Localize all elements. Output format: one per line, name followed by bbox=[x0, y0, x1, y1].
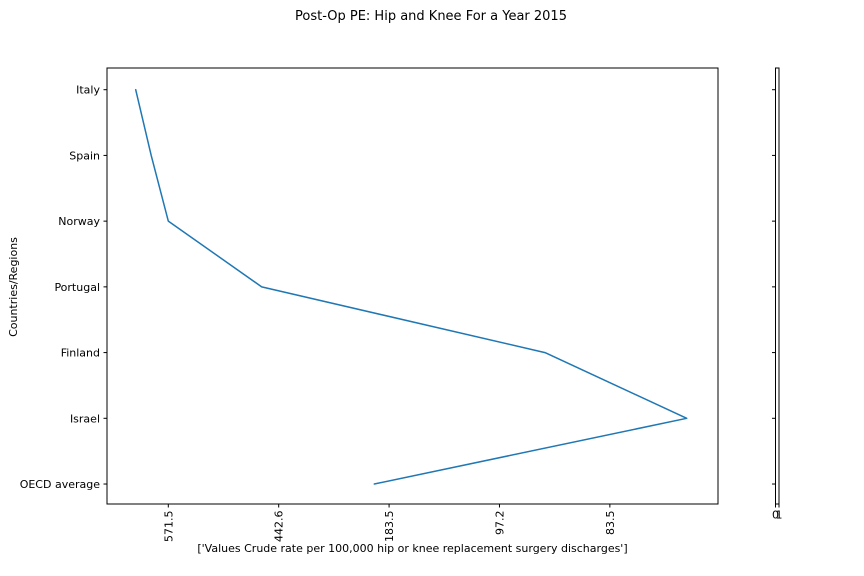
y-tick-label: Portugal bbox=[54, 281, 100, 294]
x-tick-label: 83.5 bbox=[604, 511, 617, 536]
y-tick-label: Spain bbox=[69, 149, 100, 162]
y-tick-label: OECD average bbox=[20, 478, 101, 491]
x-tick-label: 571.5 bbox=[162, 511, 175, 543]
secondary-axes-frame bbox=[775, 67, 780, 505]
y-tick-label: Norway bbox=[58, 215, 100, 228]
secondary-x-tick-label: 0 bbox=[772, 509, 779, 522]
y-tick-label: Israel bbox=[70, 412, 100, 425]
x-tick-label: 183.5 bbox=[383, 511, 396, 543]
chart-title: Post-Op PE: Hip and Knee For a Year 2015 bbox=[295, 9, 567, 24]
y-tick-label: Italy bbox=[76, 84, 100, 97]
data-line bbox=[134, 88, 688, 485]
secondary-x-tick-label: 1 bbox=[776, 509, 783, 522]
x-axis-label: ['Values Crude rate per 100,000 hip or k… bbox=[197, 542, 628, 555]
main-axes-frame bbox=[106, 67, 719, 505]
y-tick-label: Finland bbox=[61, 347, 100, 360]
x-tick-label: 97.2 bbox=[493, 510, 506, 535]
y-axis-label: Countries/Regions bbox=[7, 237, 20, 337]
x-tick-label: 442.6 bbox=[273, 511, 286, 543]
